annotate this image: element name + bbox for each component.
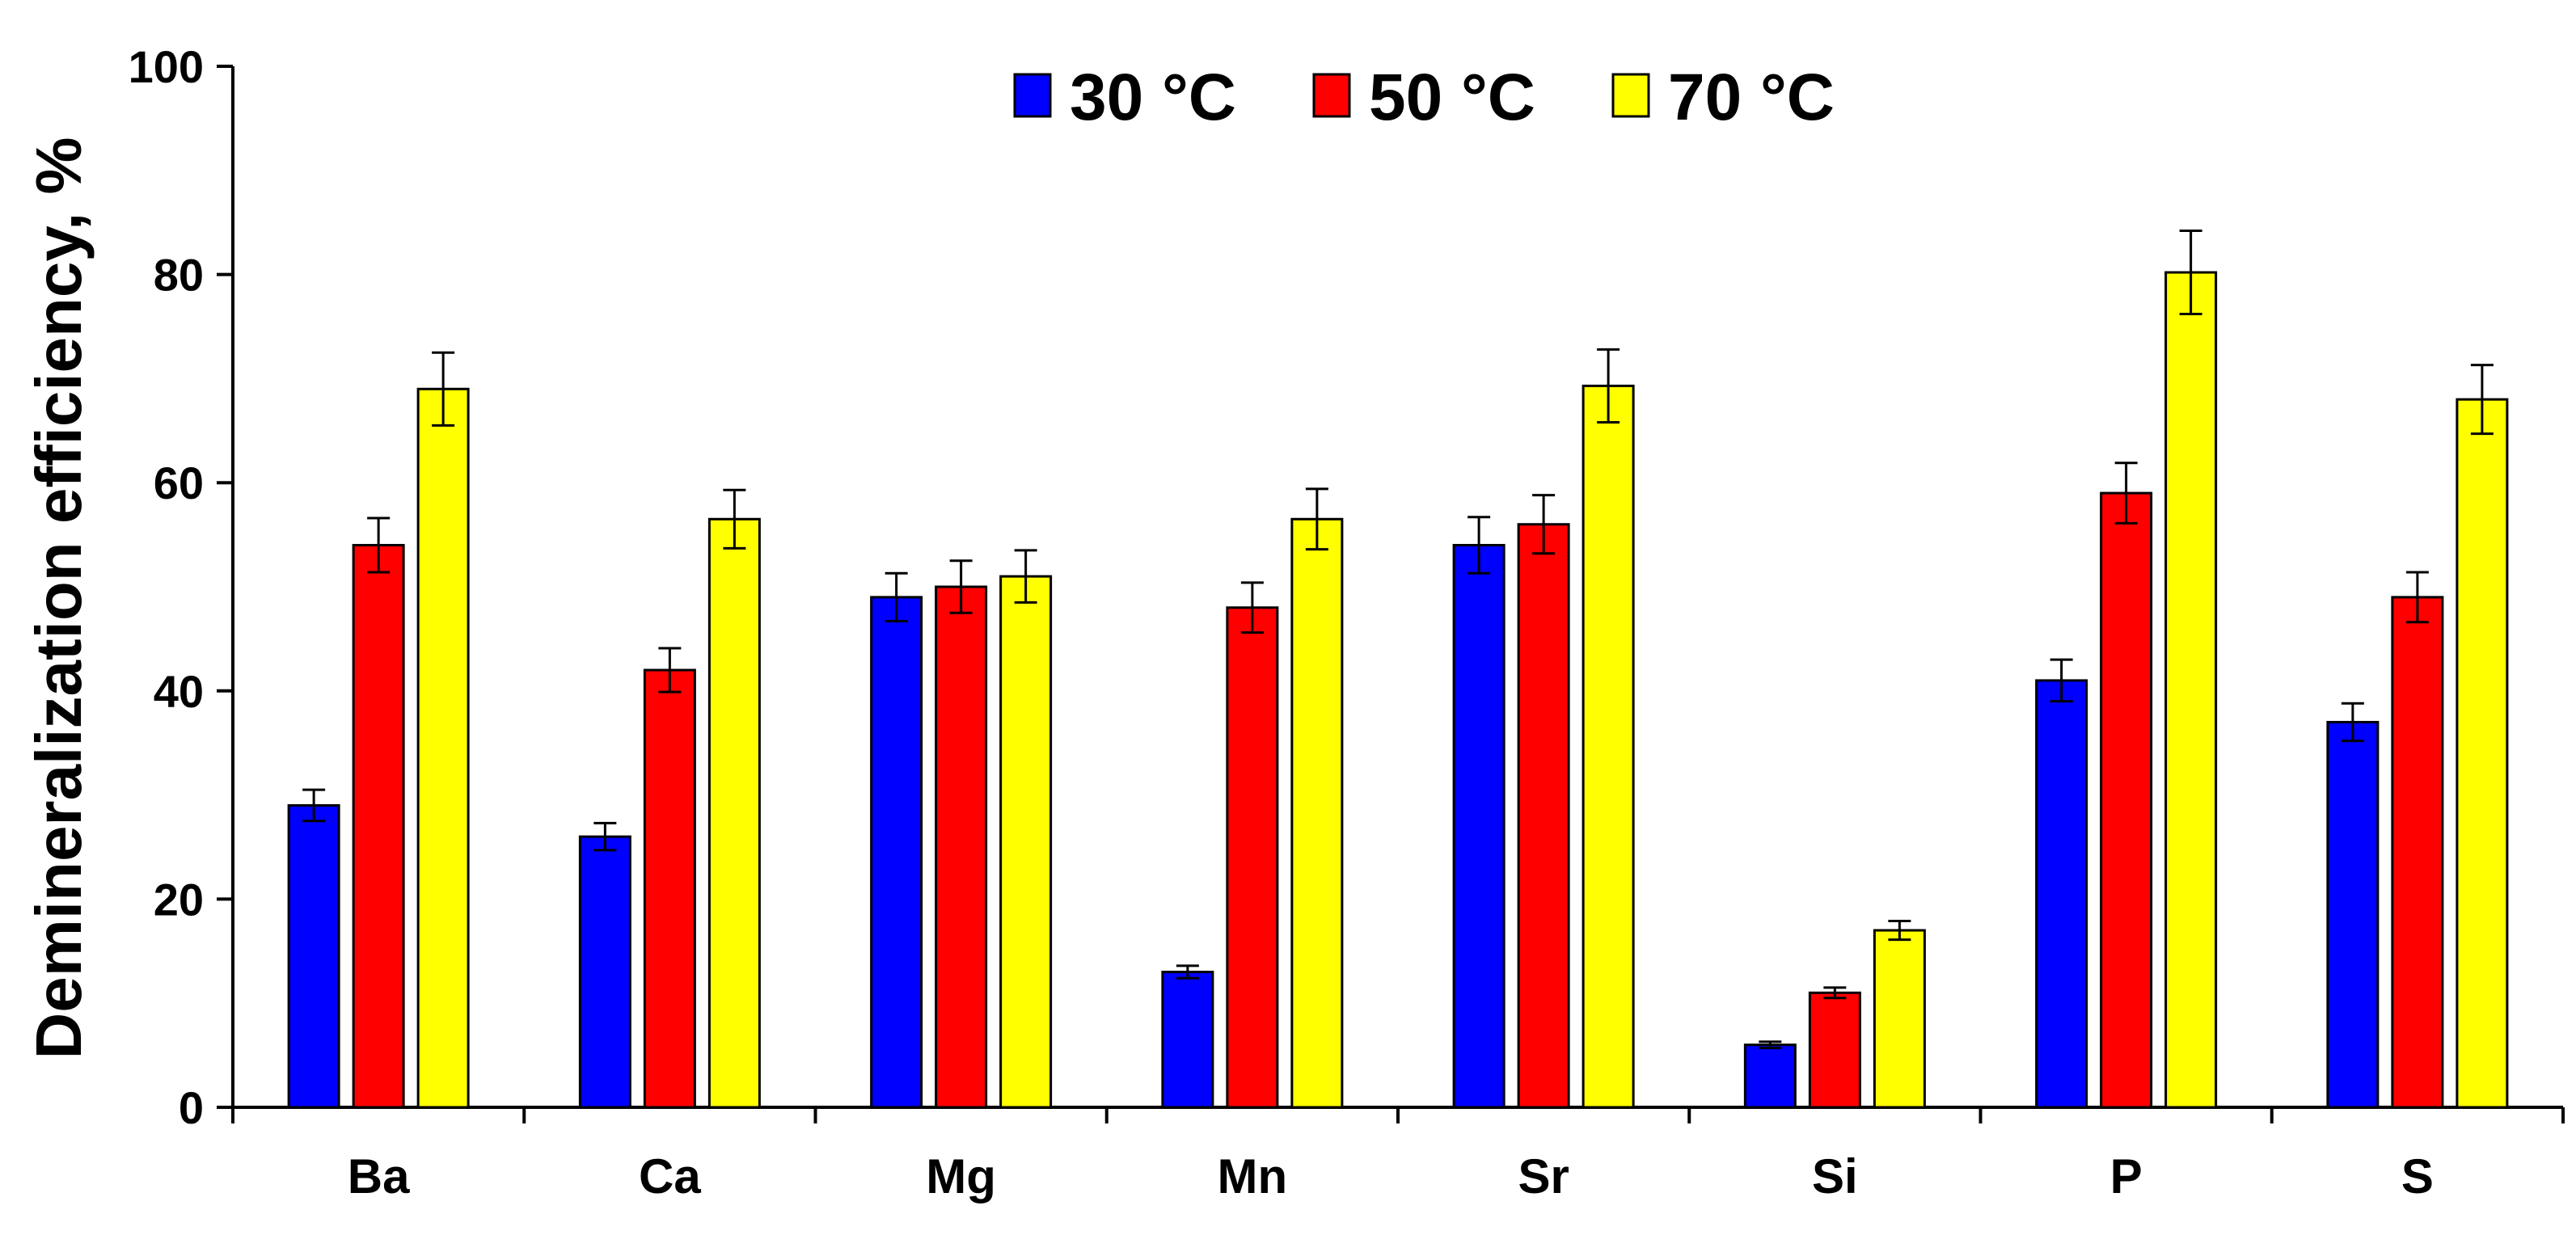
bar	[1452, 543, 1505, 1109]
x-tick-label: Ca	[639, 1149, 701, 1203]
bar	[1743, 1043, 1797, 1109]
bar	[578, 835, 631, 1109]
bar	[1290, 517, 1344, 1109]
legend-label: 50 °C	[1369, 61, 1535, 134]
bar	[2326, 720, 2380, 1109]
bar	[999, 575, 1053, 1109]
x-tick-label: S	[2401, 1149, 2434, 1203]
y-tick-label: 80	[154, 250, 204, 301]
bar	[2164, 271, 2218, 1109]
x-tick-label: Si	[1812, 1149, 1858, 1203]
bar	[707, 517, 761, 1109]
y-tick-label: 20	[154, 874, 204, 925]
legend-swatch	[1013, 73, 1052, 118]
x-tick-label: Mn	[1218, 1149, 1288, 1203]
legend-label: 70 °C	[1668, 61, 1835, 134]
legend-swatch	[1611, 73, 1650, 118]
x-tick-label: Sr	[1518, 1149, 1569, 1203]
bar	[870, 596, 923, 1109]
bar	[935, 585, 988, 1109]
bar	[1161, 971, 1214, 1109]
bar	[2100, 491, 2153, 1109]
y-tick-label: 0	[179, 1082, 204, 1133]
x-tick-label: Ba	[348, 1149, 410, 1203]
y-tick-label: 100	[129, 41, 204, 92]
legend-swatch	[1312, 73, 1351, 118]
bar	[1517, 523, 1570, 1109]
bar	[2456, 398, 2509, 1109]
bar	[643, 668, 696, 1109]
legend: 30 °C 50 °C 70 °C	[1013, 61, 1835, 134]
y-axis-label: Demineralization efficiency, %	[23, 137, 95, 1059]
bar	[1873, 929, 1926, 1109]
bar	[1581, 384, 1635, 1109]
bar	[416, 387, 470, 1109]
bar	[287, 803, 340, 1109]
bar	[352, 543, 405, 1109]
bar	[2391, 596, 2444, 1109]
bar	[1808, 991, 1861, 1109]
x-tick-label: Mg	[926, 1149, 996, 1203]
x-tick-label: P	[2110, 1149, 2143, 1203]
plot-area: 0 20 40 60 80 100 Ba Ca Mg Mn Sr Si P S	[129, 41, 2565, 1203]
bar	[1226, 606, 1279, 1109]
legend-label: 30 °C	[1070, 61, 1236, 134]
y-tick-label: 60	[154, 457, 204, 508]
bar	[2035, 679, 2088, 1109]
y-tick-label: 40	[154, 666, 204, 717]
